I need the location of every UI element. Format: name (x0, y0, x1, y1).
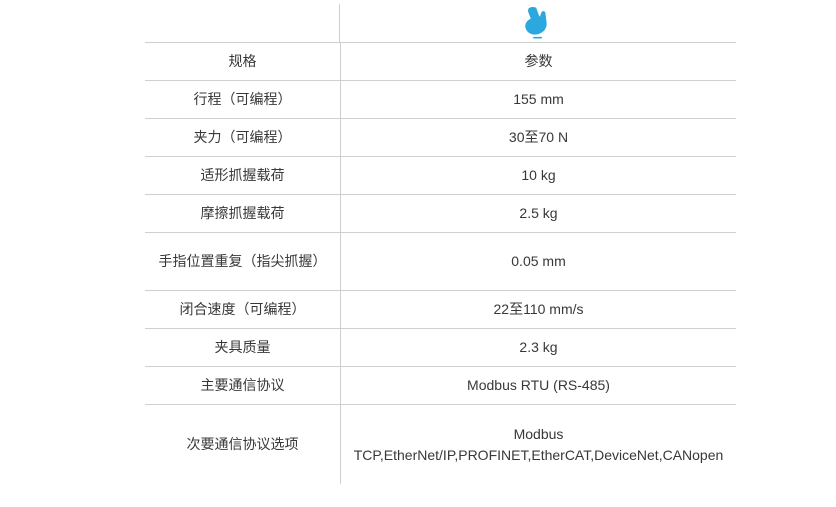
param-cell: Modbus TCP,EtherNet/IP,PROFINET,EtherCAT… (340, 405, 736, 484)
spec-cell: 主要通信协议 (200, 377, 285, 394)
spec-cell: 摩擦抓握载荷 (200, 205, 285, 222)
spec-table: 规格 参数 行程（可编程） 155 mm 夹力（可编程） 30至70 N 适形抓… (145, 0, 736, 484)
table-row: 手指位置重复（指尖抓握） 0.05 mm (145, 232, 736, 290)
param-cell: 2.3 kg (340, 329, 736, 366)
spec-column-header: 规格 (228, 53, 257, 70)
param-cell: 155 mm (340, 81, 736, 118)
spec-cell: 适形抓握载荷 (200, 167, 285, 184)
table-row: 次要通信协议选项 Modbus TCP,EtherNet/IP,PROFINET… (145, 404, 736, 484)
spec-cell: 手指位置重复（指尖抓握） (158, 253, 327, 270)
spec-cell: 次要通信协议选项 (186, 436, 299, 453)
spec-cell: 夹具质量 (214, 339, 271, 356)
table-body: 行程（可编程） 155 mm 夹力（可编程） 30至70 N 适形抓握载荷 10… (145, 80, 736, 484)
param-cell: 0.05 mm (340, 233, 736, 290)
table-row: 摩擦抓握载荷 2.5 kg (145, 194, 736, 232)
table-icon-row (145, 0, 736, 42)
param-cell: 10 kg (340, 157, 736, 194)
table-row: 夹力（可编程） 30至70 N (145, 118, 736, 156)
table-row: 主要通信协议 Modbus RTU (RS-485) (145, 366, 736, 404)
param-cell: Modbus RTU (RS-485) (340, 367, 736, 404)
spec-cell: 闭合速度（可编程） (179, 301, 306, 318)
table-row: 适形抓握载荷 10 kg (145, 156, 736, 194)
gripper-icon (524, 7, 547, 39)
icon-cell (339, 0, 736, 42)
param-cell: 2.5 kg (340, 195, 736, 232)
table-header-row: 规格 参数 (145, 42, 736, 80)
spec-cell: 行程（可编程） (193, 91, 292, 108)
param-cell: 30至70 N (340, 119, 736, 156)
param-cell: 22至110 mm/s (340, 291, 736, 328)
table-row: 行程（可编程） 155 mm (145, 80, 736, 118)
param-column-header: 参数 (340, 43, 736, 80)
table-row: 闭合速度（可编程） 22至110 mm/s (145, 290, 736, 328)
spec-cell: 夹力（可编程） (193, 129, 292, 146)
table-row: 夹具质量 2.3 kg (145, 328, 736, 366)
icon-row-spacer (145, 0, 340, 42)
